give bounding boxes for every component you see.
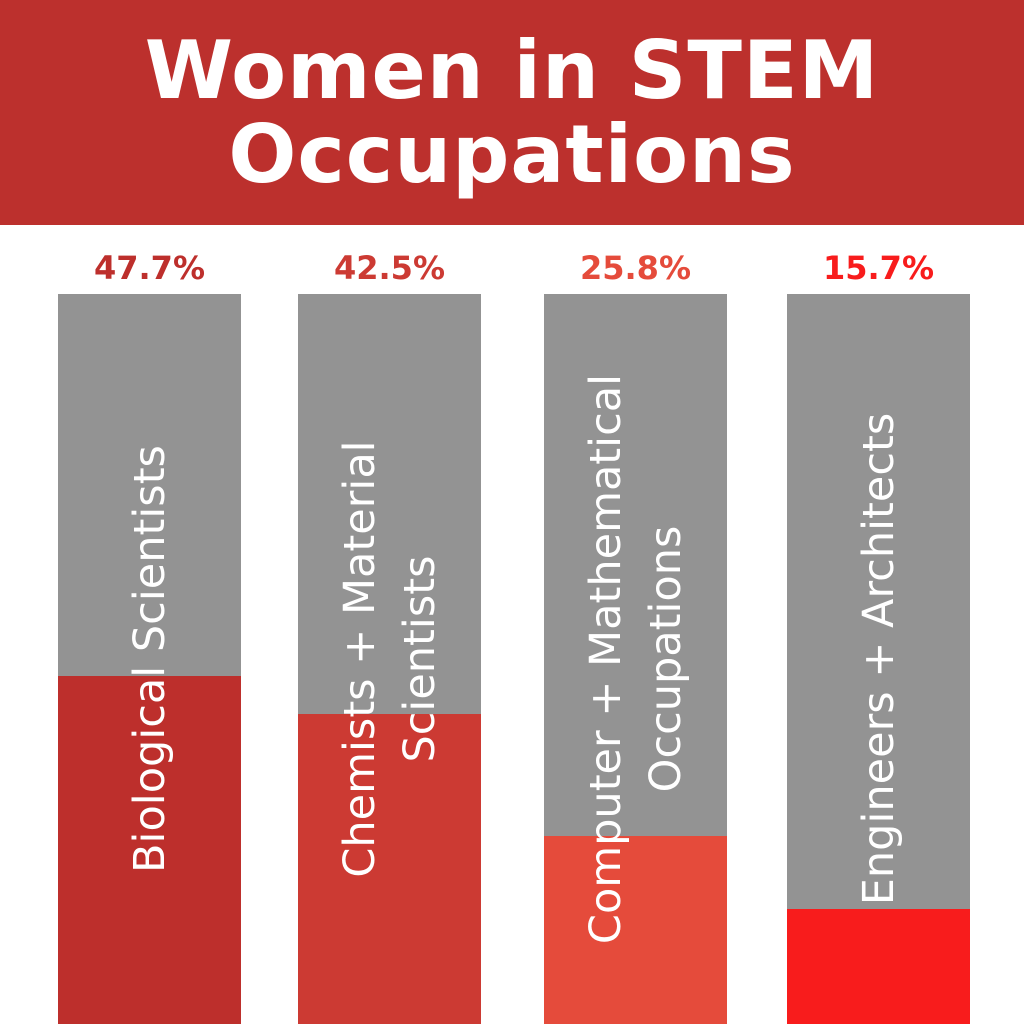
value-label: 15.7% [822, 249, 934, 287]
bar [298, 713, 481, 1024]
value-label: 25.8% [579, 249, 691, 287]
category-label-line: Computer + Mathematical [580, 373, 631, 945]
bar [787, 909, 970, 1024]
bar-track: Engineers + Architects [787, 294, 970, 1024]
category-label-line: Engineers + Architects [853, 412, 904, 906]
title-line-2: Occupations [228, 107, 796, 201]
category-label-line: Occupations [640, 525, 691, 793]
category-label-line: Biological Scientists [124, 445, 175, 873]
chart-title: Women in STEM Occupations [145, 28, 879, 197]
value-label: 47.7% [93, 249, 205, 287]
bar-track: Biological Scientists [58, 294, 241, 1024]
header-banner: Women in STEM Occupations [0, 0, 1024, 225]
value-label: 42.5% [333, 249, 445, 287]
bar-track: Computer + Mathematical Occupations [544, 294, 727, 1024]
category-label: Chemists + Material Scientists [330, 319, 450, 999]
title-line-1: Women in STEM [144, 23, 880, 117]
category-label: Computer + Mathematical Occupations [576, 319, 696, 999]
bar-track: Chemists + Material Scientists [298, 294, 481, 1024]
category-label: Engineers + Architects [849, 319, 909, 999]
bar [58, 675, 241, 1024]
category-label: Biological Scientists [120, 319, 180, 999]
category-label-line: Scientists [394, 555, 445, 763]
bar [544, 835, 727, 1024]
category-label-line: Chemists + Material [334, 440, 385, 878]
